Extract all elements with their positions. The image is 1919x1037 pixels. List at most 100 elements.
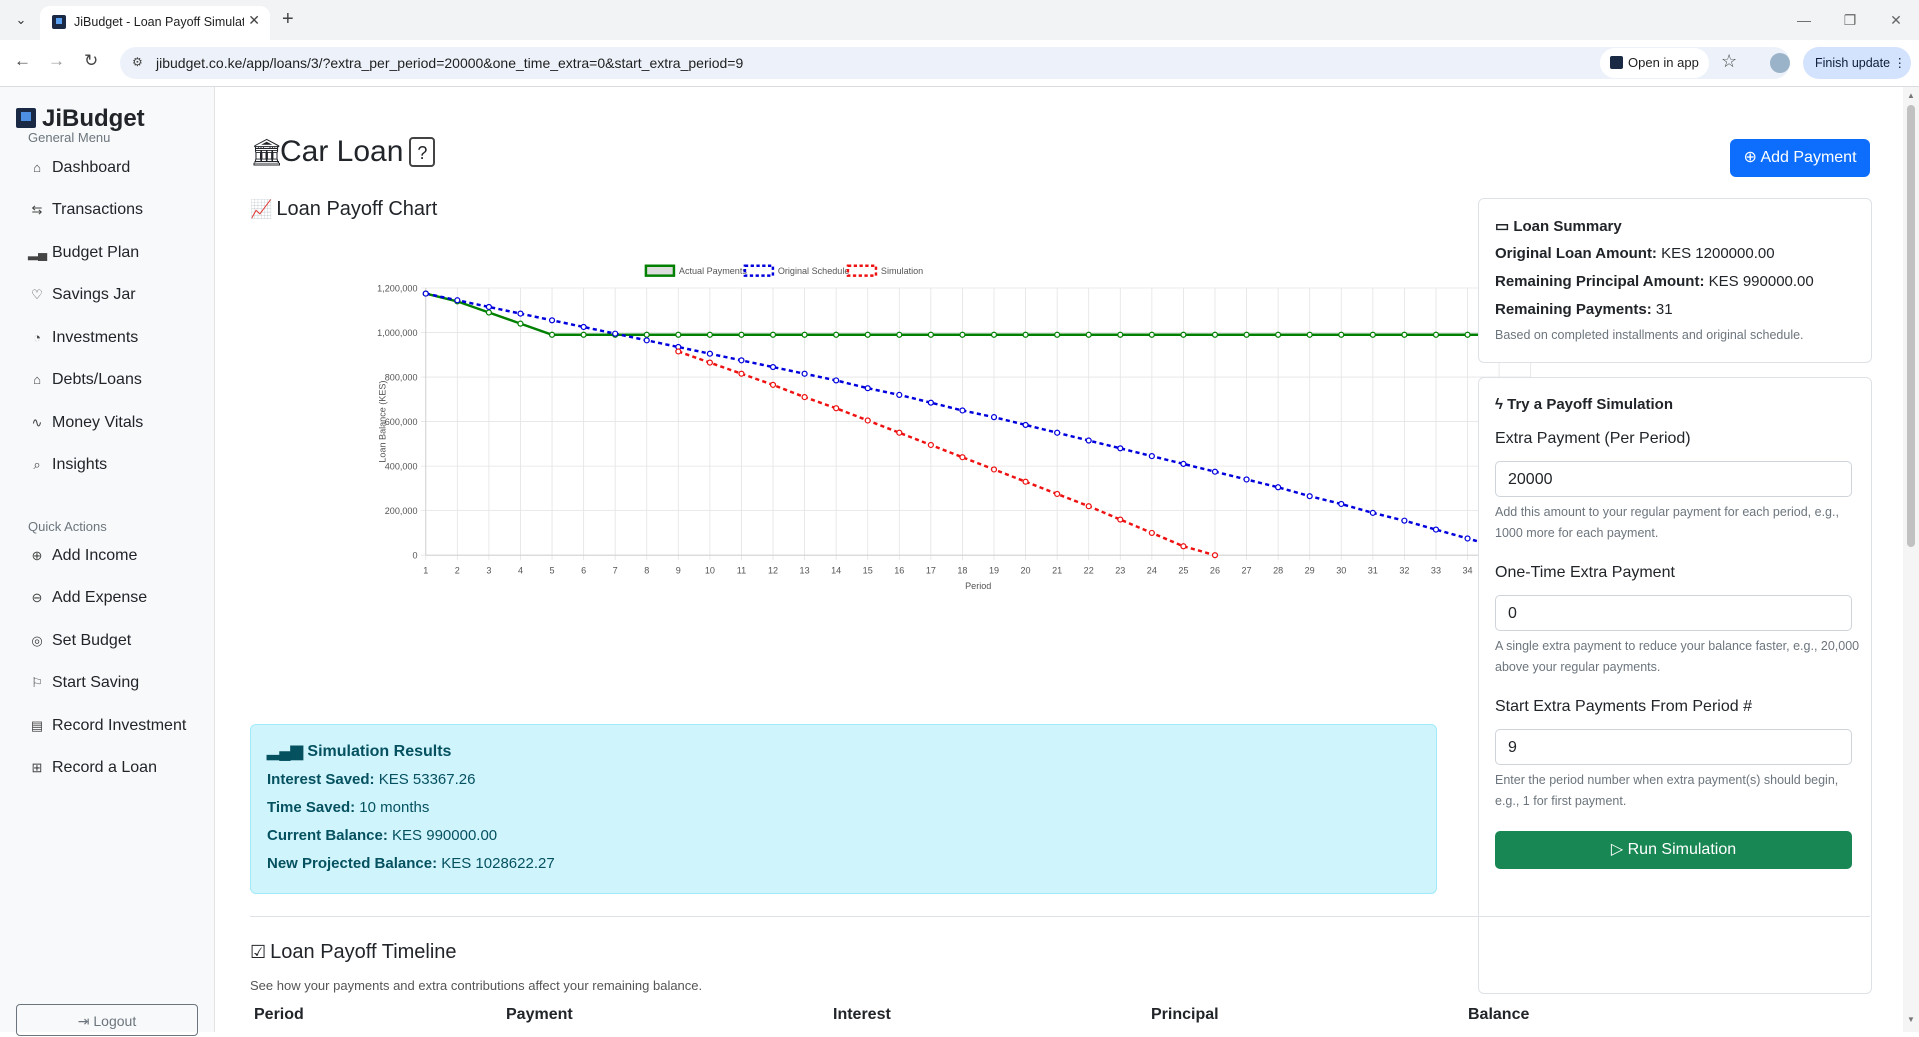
sidebar-item-budget-plan[interactable]: ▂▄ Budget Plan <box>28 238 208 268</box>
restore-icon[interactable]: ❐ <box>1843 12 1857 28</box>
quick-start-saving[interactable]: ⚐ Start Saving <box>28 668 208 698</box>
quick-add-income[interactable]: ⊕ Add Income <box>28 541 208 571</box>
data-point <box>801 331 808 338</box>
start-period-input[interactable]: 9 <box>1495 729 1852 765</box>
minimize-icon[interactable]: — <box>1797 12 1811 28</box>
more-icon[interactable]: ⋮ <box>1893 56 1907 70</box>
loan-summary-title: ▭ Loan Summary <box>1495 218 1622 235</box>
tab-close-icon[interactable]: ✕ <box>248 12 260 28</box>
quick-add-expense[interactable]: ⊖ Add Expense <box>28 583 208 613</box>
legend-swatch <box>644 264 676 277</box>
extra-payment-label: Extra Payment (Per Period) <box>1495 430 1691 447</box>
x-tick-label: 24 <box>1147 565 1157 575</box>
finish-update-button[interactable]: Finish update ⋮ <box>1803 47 1911 79</box>
new-tab-button[interactable]: + <box>282 8 294 30</box>
data-point <box>454 297 461 304</box>
data-point <box>1369 509 1376 516</box>
quick-record-investment[interactable]: ▤ Record Investment <box>28 711 208 741</box>
data-point <box>801 370 808 377</box>
browser-tab[interactable]: JiBudget - Loan Payoff Simulat ✕ <box>40 6 270 40</box>
x-tick-label: 2 <box>455 565 460 575</box>
add-file-icon: ⊞ <box>31 760 43 775</box>
data-point <box>1085 437 1092 444</box>
window-close-icon[interactable]: ✕ <box>1890 12 1902 28</box>
x-tick-label: 20 <box>1021 565 1031 575</box>
general-menu-heading: General Menu <box>28 130 111 145</box>
x-tick-label: 23 <box>1115 565 1125 575</box>
series-line <box>677 350 1216 557</box>
x-tick-label: 16 <box>894 565 904 575</box>
legend-label: Original Schedule <box>778 266 850 276</box>
brand[interactable]: JiBudget <box>16 105 145 133</box>
page-title: 🏛Car Loan? <box>250 135 436 169</box>
sidebar-item-insights[interactable]: ⌕ Insights <box>28 450 208 480</box>
profile-avatar[interactable] <box>1770 53 1790 73</box>
x-tick-label: 1 <box>423 565 428 575</box>
speedometer-icon: ◔ <box>33 330 41 345</box>
data-point <box>801 394 808 401</box>
quick-set-budget[interactable]: ◎ Set Budget <box>28 626 208 656</box>
x-tick-label: 5 <box>550 565 555 575</box>
url-field[interactable]: ⚙ jibudget.co.ke/app/loans/3/?extra_per_… <box>120 47 1790 79</box>
data-point <box>738 357 745 364</box>
reload-icon[interactable]: ↻ <box>84 51 99 70</box>
add-payment-button[interactable]: ⊕ Add Payment <box>1730 139 1870 177</box>
quick-record-loan[interactable]: ⊞ Record a Loan <box>28 753 208 783</box>
sidebar-item-transactions[interactable]: ⇆ Transactions <box>28 195 208 225</box>
extra-payment-input[interactable]: 20000 <box>1495 461 1852 497</box>
scrollbar-thumb[interactable] <box>1907 105 1915 547</box>
start-period-help: Enter the period number when extra payme… <box>1495 773 1839 808</box>
page-scrollbar[interactable]: ▲ ▼ <box>1903 87 1919 1032</box>
sidebar-item-dashboard[interactable]: ⌂ Dashboard <box>28 153 208 183</box>
legend-swatch <box>846 264 878 277</box>
scroll-up-icon[interactable]: ▲ <box>1907 91 1915 100</box>
data-point <box>517 310 524 317</box>
legend-swatch <box>743 264 775 277</box>
data-point <box>643 331 650 338</box>
sidebar-item-debts-loans[interactable]: ⌂ Debts/Loans <box>28 365 208 395</box>
data-point <box>1401 517 1408 524</box>
sidebar-item-savings-jar[interactable]: ♡ Savings Jar <box>28 280 208 310</box>
logout-button[interactable]: ⇥ Logout <box>16 1004 198 1036</box>
data-point <box>706 359 713 366</box>
data-point <box>580 323 587 331</box>
x-tick-label: 33 <box>1431 565 1441 575</box>
browser-tab-bar: ⌄ JiBudget - Loan Payoff Simulat ✕ + — ❐ ✕ <box>0 0 1919 40</box>
app-icon <box>1610 56 1623 69</box>
window-controls: — ❐ ✕ <box>1781 0 1919 40</box>
target-icon: ◎ <box>31 633 43 648</box>
remaining-payments-row: Remaining Payments: 31 <box>1495 301 1673 318</box>
data-point <box>896 391 903 398</box>
col-payment: Payment <box>506 1006 573 1023</box>
run-simulation-button[interactable]: ▷ Run Simulation <box>1495 831 1852 869</box>
help-button[interactable]: ? <box>409 137 436 167</box>
remaining-principal-row: Remaining Principal Amount: KES 990000.0… <box>1495 273 1814 290</box>
back-icon[interactable]: ← <box>14 51 31 70</box>
x-tick-label: 10 <box>705 565 715 575</box>
data-point <box>580 331 587 338</box>
scroll-down-icon[interactable]: ▼ <box>1907 1015 1915 1024</box>
site-info-icon[interactable]: ⚙ <box>132 55 143 69</box>
data-point <box>990 414 998 421</box>
data-point <box>896 331 903 338</box>
exchange-icon: ⇆ <box>31 202 43 217</box>
data-point <box>1211 552 1219 559</box>
open-in-app-button[interactable]: Open in app <box>1600 48 1709 78</box>
one-time-payment-input[interactable]: 0 <box>1495 595 1852 631</box>
simulation-title: ϟ Try a Payoff Simulation <box>1495 396 1673 413</box>
sidebar-item-investments[interactable]: ◔ Investments <box>28 323 208 353</box>
data-point <box>1180 543 1187 550</box>
y-tick-label: 400,000 <box>385 461 418 471</box>
bookmark-star-icon[interactable]: ☆ <box>1721 51 1738 71</box>
sidebar-item-money-vitals[interactable]: ∿ Money Vitals <box>28 408 208 438</box>
y-tick-label: 1,200,000 <box>377 283 417 293</box>
data-point <box>864 417 871 424</box>
y-tick-label: 800,000 <box>385 372 418 382</box>
data-point <box>1432 331 1440 338</box>
tab-search-chevron-icon[interactable]: ⌄ <box>15 12 27 27</box>
forward-icon[interactable]: → <box>48 51 65 70</box>
data-point <box>927 331 934 338</box>
x-tick-label: 6 <box>581 565 586 575</box>
flag-icon: ⚐ <box>31 675 43 690</box>
results-title: ▂▄▆ Simulation Results <box>267 743 452 760</box>
